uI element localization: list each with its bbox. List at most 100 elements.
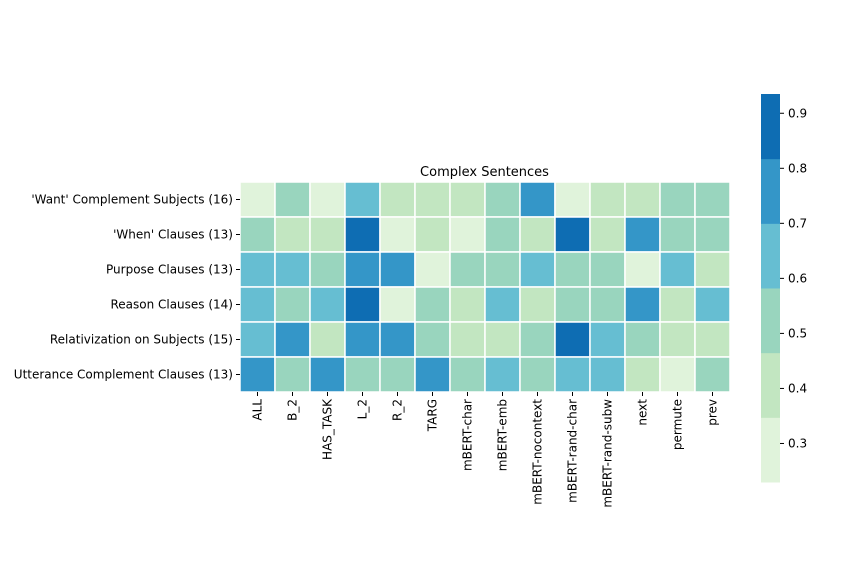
heatmap-cell	[449, 251, 486, 288]
heatmap-cell	[659, 286, 696, 323]
colorbar-tick-label: 0.7	[788, 216, 807, 230]
heatmap-cell	[659, 181, 696, 218]
row-labels: 'Want' Complement Subjects (16) 'When' Cl…	[14, 193, 240, 382]
heatmap-cell	[414, 356, 451, 393]
column-label: L_2	[356, 399, 370, 419]
heatmap-cell	[239, 356, 276, 393]
heatmap-cell	[624, 216, 661, 253]
heatmap-cell	[379, 356, 416, 393]
column-label: mBERT-rand-char	[566, 399, 580, 503]
heatmap-cell	[694, 321, 731, 358]
heatmap-cell	[309, 286, 346, 323]
heatmap-cell	[589, 356, 626, 393]
heatmap-cell	[589, 251, 626, 288]
heatmap-cell	[449, 181, 486, 218]
heatmap-cell	[554, 216, 591, 253]
colorbar-segment	[761, 158, 780, 224]
heatmap-cell	[309, 216, 346, 253]
heatmap-cell	[344, 321, 381, 358]
heatmap-cell	[624, 251, 661, 288]
heatmap-cell	[449, 321, 486, 358]
column-label: TARG	[426, 399, 440, 432]
colorbar-segment	[761, 417, 780, 483]
row-label: Relativization on Subjects (15)	[50, 333, 233, 347]
heatmap-cell	[274, 356, 311, 393]
heatmap-cell	[554, 356, 591, 393]
heatmap-cell	[379, 251, 416, 288]
heatmap-cell	[519, 356, 556, 393]
heatmap-cell	[414, 181, 451, 218]
colorbar-tick-label: 0.5	[788, 326, 807, 340]
heatmap-cell	[344, 181, 381, 218]
column-label: ALL	[251, 399, 265, 421]
heatmap-cell	[484, 286, 521, 323]
heatmap-cell	[554, 321, 591, 358]
column-label: prev	[706, 399, 720, 426]
heatmap-cell	[274, 321, 311, 358]
heatmap-cell	[519, 286, 556, 323]
heatmap-cell	[414, 216, 451, 253]
heatmap-cell	[554, 181, 591, 218]
column-labels: ALL B_2 HAS_TASK L_2 R_2 TARG mBERT-char mBERT-…	[251, 392, 720, 508]
heatmap-cell	[589, 321, 626, 358]
column-label: next	[636, 399, 650, 426]
heatmap-cell	[694, 356, 731, 393]
heatmap-cell	[519, 216, 556, 253]
heatmap-cell	[379, 181, 416, 218]
heatmap-cell	[309, 181, 346, 218]
heatmap-cell	[624, 286, 661, 323]
heatmap-cell	[344, 286, 381, 323]
heatmap-cell	[414, 251, 451, 288]
heatmap-cell	[589, 181, 626, 218]
heatmap-cell	[239, 321, 276, 358]
row-label: Purpose Clauses (13)	[106, 263, 233, 277]
heatmap-cell	[624, 321, 661, 358]
heatmap-cell	[519, 251, 556, 288]
heatmap-cell	[449, 356, 486, 393]
colorbar-segment	[761, 94, 780, 160]
row-label: 'Want' Complement Subjects (16)	[31, 193, 233, 207]
heatmap-cell	[659, 321, 696, 358]
colorbar-tick-label: 0.6	[788, 271, 807, 285]
row-label: 'When' Clauses (13)	[113, 228, 233, 242]
heatmap-cell	[694, 286, 731, 323]
heatmap-cell	[554, 286, 591, 323]
colorbar-tick-label: 0.4	[788, 381, 807, 395]
colorbar-segment	[761, 288, 780, 354]
heatmap-cell	[414, 321, 451, 358]
colorbar-segment	[761, 223, 780, 289]
heatmap-cell	[484, 321, 521, 358]
heatmap-cell	[449, 216, 486, 253]
heatmap-cell	[519, 321, 556, 358]
heatmap-cell	[624, 356, 661, 393]
column-label: R_2	[391, 399, 405, 421]
heatmap-cell	[484, 251, 521, 288]
heatmap-cell	[484, 356, 521, 393]
heatmap-cell	[589, 216, 626, 253]
heatmap-cell	[239, 286, 276, 323]
heatmap-cell	[624, 181, 661, 218]
colorbar-segment	[761, 352, 780, 418]
heatmap-cell	[589, 286, 626, 323]
heatmap-cell	[379, 321, 416, 358]
heatmap-cell	[344, 216, 381, 253]
heatmap-cell	[484, 216, 521, 253]
heatmap-cell	[274, 286, 311, 323]
chart-title: Complex Sentences	[420, 165, 549, 180]
column-label: HAS_TASK	[321, 398, 335, 460]
heatmap-cell	[239, 181, 276, 218]
heatmap-cell	[274, 251, 311, 288]
heatmap-cell	[659, 251, 696, 288]
row-label: Reason Clauses (14)	[110, 298, 233, 312]
heatmap-cell	[309, 321, 346, 358]
heatmap-cell	[484, 181, 521, 218]
heatmap-cell	[519, 181, 556, 218]
colorbar: 0.3 0.4 0.5 0.6 0.7 0.8 0.9	[761, 94, 807, 483]
column-label: mBERT-char	[461, 399, 475, 471]
colorbar-tick-label: 0.3	[788, 436, 807, 450]
colorbar-tick-label: 0.8	[788, 161, 807, 175]
heatmap-cell	[239, 216, 276, 253]
column-label: mBERT-nocontext	[531, 399, 545, 505]
colorbar-tick-label: 0.9	[788, 106, 807, 120]
